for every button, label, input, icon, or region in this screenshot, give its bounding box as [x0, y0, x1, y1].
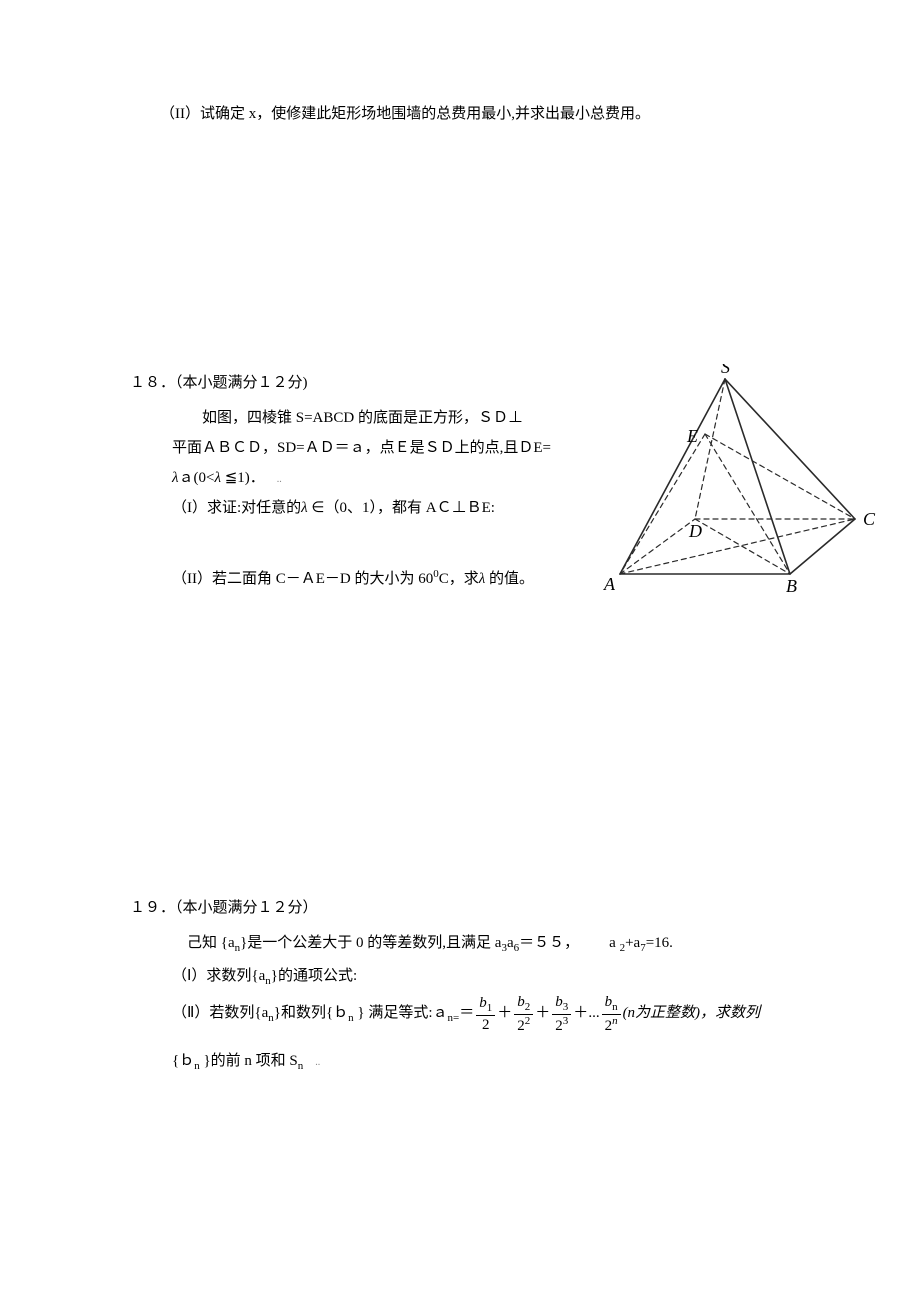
q19-l1f: +a [625, 935, 640, 951]
q18-line2a: 平面ＡＢＣＤ，SD=ＡＤ＝ａ，点Ｅ是ＳＤ上的点,且ＤE= [172, 440, 551, 456]
bnns: n [612, 1001, 618, 1013]
q18-part1: （I）求证:对任意的λ ∈（0、1），都有 AＣ⊥ＢE: [172, 493, 572, 523]
frac-bn: bn 2n [602, 993, 621, 1035]
b2ds: 2 [525, 1015, 531, 1027]
q18-line3-end: ≦1)． [221, 470, 265, 486]
q19-eq: ＝ [459, 1005, 474, 1021]
q19-l1b: }是一个公差大于 0 的等差数列,且满足 a [240, 935, 501, 951]
bndb: 2 [605, 1018, 613, 1034]
q19-p2b-t: }和数列{ｂ [274, 1005, 348, 1021]
b2n: b [517, 994, 525, 1010]
q18: １８．（本小题满分１２分) 如图，四棱锥 S=ABCD 的底面是正方形，ＳＤ⊥ … [130, 369, 790, 595]
q19-body: 己知 {an}是一个公差大于 0 的等差数列,且满足 a3a6＝５５，a 2+a… [172, 927, 790, 1079]
q17-part2: （II）试确定 x，使修建此矩形场地围墙的总费用最小,并求出最小总费用。 [160, 100, 790, 129]
svg-text:D: D [688, 521, 702, 541]
svg-text:E: E [686, 426, 698, 446]
q19-p2l2a: {ｂ [172, 1053, 194, 1069]
q19-part2-line2: {ｂn }的前 n 项和 Sn.. [172, 1045, 790, 1078]
svg-text:A: A [603, 574, 616, 594]
q18-body: 如图，四棱锥 S=ABCD 的底面是正方形，ＳＤ⊥ 平面ＡＢＣＤ，SD=ＡＤ＝ａ… [172, 403, 572, 594]
b1d: 2 [476, 1016, 495, 1034]
bnn: b [605, 994, 613, 1010]
b1n: b [479, 995, 487, 1011]
q18-part1-a: （I）求证:对任意的 [172, 500, 301, 516]
q18-part2-c: 的值。 [485, 571, 534, 587]
q19-p1a: （Ⅰ）求数列{a [172, 968, 265, 984]
q18-line3-mid: ａ(0< [179, 470, 215, 486]
plus-1: ＋ [497, 994, 512, 1033]
q18-part2-a: （II）若二面角 C－ＡE－D 的大小为 60 [172, 571, 433, 587]
q19-p1b: }的通项公式: [271, 968, 357, 984]
frac-b3: b3 23 [552, 993, 571, 1035]
frac-b1: b1 2 [476, 994, 495, 1034]
b2db: 2 [517, 1018, 525, 1034]
dots-marker: .. [277, 474, 282, 485]
q19-l1a: 己知 {a [187, 935, 235, 951]
b2ns: 2 [525, 1001, 531, 1013]
q19-part1: （Ⅰ）求数列{an}的通项公式: [172, 960, 790, 993]
q19-p2a: （Ⅱ）若数列{an}和数列{ｂn } 满足等式:ａn=＝ [172, 994, 474, 1033]
q19-p2a-t: （Ⅱ）若数列{a [172, 1005, 268, 1021]
bnds: n [612, 1015, 618, 1027]
b3ns: 3 [563, 1001, 569, 1013]
svg-text:C: C [863, 509, 876, 529]
frac-b2: b2 22 [514, 993, 533, 1035]
q19-p2l2b: }的前 n 项和 S [200, 1053, 298, 1069]
q18-line3: λａ(0<λ ≦1)．.. [172, 463, 572, 493]
q18-line2: 平面ＡＢＣＤ，SD=ＡＤ＝ａ，点Ｅ是ＳＤ上的点,且ＤE= [172, 433, 572, 463]
q18-part2: （II）若二面角 C－ＡE－D 的大小为 600C，求λ 的值。 [172, 563, 572, 594]
q19-line1: 己知 {an}是一个公差大于 0 的等差数列,且满足 a3a6＝５５，a 2+a… [172, 927, 790, 960]
b3ds: 3 [563, 1015, 569, 1027]
sub-n-7: n [298, 1060, 304, 1072]
dots-marker-2: .. [315, 1057, 320, 1068]
q18-line1: 如图，四棱锥 S=ABCD 的底面是正方形，ＳＤ⊥ [172, 403, 572, 433]
svg-text:B: B [786, 576, 797, 594]
b3db: 2 [555, 1018, 563, 1034]
plus-2: ＋ [535, 994, 550, 1033]
q19-title: １９．（本小题满分１２分） [130, 894, 790, 923]
q19: １９．（本小题满分１２分） 己知 {a n }是一个公差大于 0 的等差数列,且满足… [130, 894, 790, 1078]
plus-3: ＋ [573, 994, 588, 1033]
q19-l1c: a [507, 935, 514, 951]
b1ns: 1 [487, 1002, 493, 1014]
q19-p2c-t: } 满足等式:ａ [354, 1005, 448, 1021]
svg-text:S: S [721, 364, 730, 377]
q18-part2-b: C，求 [439, 571, 479, 587]
q19-part2-line1: （Ⅱ）若数列{an}和数列{ｂn } 满足等式:ａn=＝ b1 2 ＋ b2 2… [172, 993, 790, 1035]
q19-tail: (n为正整数)，求数列 [623, 994, 761, 1033]
q18-part1-b: ∈（0、1），都有 AＣ⊥ＢE: [308, 500, 495, 516]
q19-l1e: a [609, 935, 619, 951]
b3n: b [555, 994, 563, 1010]
dots: ... [588, 994, 599, 1033]
pyramid-figure: S E A B C D [590, 364, 880, 594]
q19-l1g: =16. [646, 935, 673, 951]
q19-l1d: ＝５５， [519, 935, 579, 951]
